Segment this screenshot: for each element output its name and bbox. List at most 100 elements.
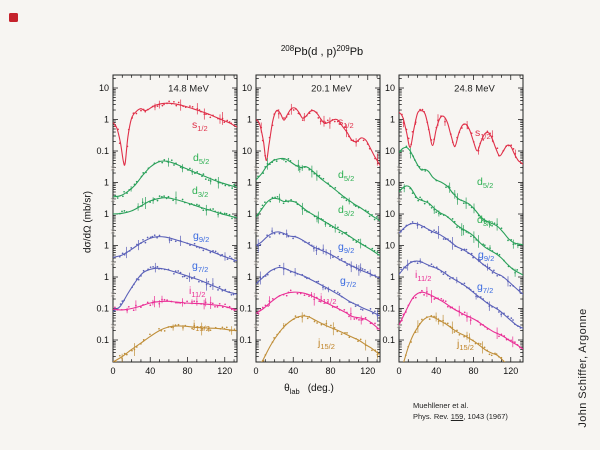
curve-label-d5/2: d5/2 — [193, 152, 209, 166]
data-points-i11/2 — [114, 295, 236, 314]
data-points-g7/2 — [114, 262, 235, 310]
curve-label-d5/2: d5/2 — [477, 176, 493, 190]
curve-label-i11/2: i11/2 — [320, 292, 336, 306]
x-tick-label: 80 — [182, 366, 192, 376]
series-i11/2 — [256, 289, 380, 331]
curve-label-j15/2: j15/2 — [192, 319, 210, 333]
y-tick-label: 1 — [247, 241, 252, 251]
curve-label-g7/2: g7/2 — [477, 281, 493, 295]
series-g7/2 — [256, 262, 380, 322]
curve-label-g7/2: g7/2 — [192, 260, 208, 274]
theory-curve-g7/2 — [256, 266, 380, 317]
panel-24.8-mev: 10 1 10 10 10 10 1 0.1 0.1 0 40 80 120 24.8 MeV s1/2 d5… — [382, 74, 524, 376]
citation-authors: Muehllener et al. — [413, 401, 469, 410]
data-points-g9/2 — [118, 234, 235, 263]
citation: Muehllener et al. Phys. Rev. 159, 1043 (… — [413, 400, 508, 422]
data-points-j15/2 — [404, 312, 505, 362]
y-tick-label: 10 — [242, 146, 252, 156]
theory-curve-i11/2 — [256, 291, 380, 331]
data-points-d3/2 — [403, 184, 519, 277]
x-tick-label: 40 — [288, 366, 298, 376]
data-points-d5/2 — [400, 145, 521, 249]
series-j15/2 — [261, 312, 380, 362]
y-tick-label: 0.1 — [382, 335, 395, 345]
series-d5/2 — [399, 145, 523, 249]
theory-curve-g9/2 — [256, 231, 380, 279]
curve-label-d5/2: d5/2 — [338, 169, 354, 183]
credit-vertical: John Schiffer, Argonne — [577, 308, 589, 428]
series-d3/2 — [399, 184, 523, 277]
x-tick-label: 40 — [431, 366, 441, 376]
y-tick-label: 10 — [385, 209, 395, 219]
y-tick-label: 10 — [385, 146, 395, 156]
series-s1/2 — [113, 99, 237, 166]
data-points-d3/2 — [119, 191, 236, 220]
y-tick-label: 1 — [104, 178, 109, 188]
theory-curve-g7/2 — [113, 267, 237, 313]
curve-label-d3/2: d3/2 — [338, 204, 354, 218]
series-d5/2 — [256, 157, 380, 222]
data-points-d5/2 — [114, 157, 236, 199]
theta-subscript: lab — [289, 387, 300, 396]
x-axis-label: θlab (deg.) — [284, 383, 334, 396]
theory-curve-s1/2 — [113, 102, 237, 166]
y-tick-label: 1 — [247, 209, 252, 219]
plot-frame — [398, 74, 524, 363]
x-tick-label: 40 — [145, 366, 155, 376]
y-tick-label: 0.1 — [96, 335, 109, 345]
x-tick-label: 0 — [396, 366, 401, 376]
curve-label-g9/2: g9/2 — [478, 249, 494, 263]
curve-label-s1/2: s1/2 — [192, 119, 208, 133]
data-points-j15/2 — [115, 322, 236, 362]
reaction-text: Pb(d , p) — [294, 46, 337, 58]
curve-label-j15/2: j15/2 — [456, 338, 474, 352]
energy-label: 20.1 MeV — [311, 84, 352, 95]
theory-curve-d5/2 — [113, 160, 237, 198]
y-tick-label: 1 — [247, 272, 252, 282]
x-tick-label: 0 — [110, 366, 115, 376]
y-tick-label: 10 — [385, 83, 395, 93]
series-j15/2 — [113, 322, 237, 362]
data-points-i11/2 — [401, 286, 521, 349]
theory-curve-j15/2 — [113, 325, 237, 362]
curve-label-s1/2: s1/2 — [338, 116, 354, 130]
y-tick-label: 10 — [385, 241, 395, 251]
axes — [398, 74, 524, 363]
target-mass-superscript: 208 — [280, 44, 295, 53]
data-points-d5/2 — [257, 158, 378, 221]
theory-curve-d3/2 — [399, 185, 523, 276]
data-points-g7/2 — [400, 258, 522, 329]
x-tick-label: 120 — [360, 366, 375, 376]
data-points-d3/2 — [257, 193, 379, 253]
slide-marker — [9, 13, 18, 22]
scale-offset-marks — [110, 166, 116, 329]
theory-curve-d5/2 — [399, 146, 523, 246]
panel-14.8-mev: 10 1 0.1 1 1 1 1 0.1 0.1 0 40 80 120 14.8 MeV s1/2 d5/2… — [96, 74, 238, 376]
energy-label: 14.8 MeV — [168, 84, 209, 95]
y-tick-label: 10 — [242, 83, 252, 93]
energy-label: 24.8 MeV — [454, 84, 495, 95]
panel-20.1-mev: 10 1 10 1 1 1 1 0.1 0.1 0 40 80 120 20.1 MeV s1/2 d5/2 d… — [239, 74, 381, 376]
series-d5/2 — [113, 157, 237, 199]
theory-curve-d3/2 — [113, 197, 237, 219]
x-tick-label: 120 — [503, 366, 518, 376]
y-tick-label: 0.1 — [96, 304, 109, 314]
y-tick-label: 1 — [247, 115, 252, 125]
series-g7/2 — [399, 258, 523, 330]
theory-curve-g7/2 — [399, 260, 523, 330]
scale-offset-marks — [396, 166, 402, 329]
y-tick-label: 1 — [390, 272, 395, 282]
citation-reference: Phys. Rev. 159, 1043 (1967) — [413, 412, 508, 421]
theory-curve-s1/2 — [256, 107, 380, 167]
data-points-s1/2 — [260, 103, 379, 166]
y-tick-label: 0.1 — [239, 304, 252, 314]
series-j15/2 — [403, 312, 506, 362]
x-tick-label: 120 — [217, 366, 232, 376]
data-points-g9/2 — [257, 227, 376, 278]
theory-curve-g9/2 — [113, 236, 237, 262]
data-points-s1/2 — [114, 99, 235, 148]
series-g9/2 — [113, 234, 237, 263]
curve-label-g9/2: g9/2 — [338, 241, 354, 255]
data-points-s1/2 — [401, 108, 521, 163]
